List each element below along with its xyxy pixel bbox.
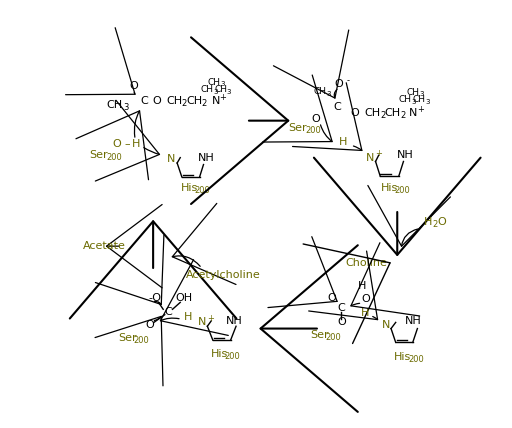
Text: CH: CH [166,96,182,107]
Text: His: His [394,352,411,362]
Text: +: + [375,149,382,158]
Text: CH: CH [208,77,221,86]
Text: -O: -O [149,293,162,303]
Text: H: H [358,281,367,291]
Text: OH: OH [176,293,193,303]
Text: 2: 2 [433,220,438,229]
Text: 200: 200 [306,126,322,135]
Text: N: N [212,96,220,107]
Text: C: C [337,303,345,313]
Text: NH: NH [397,150,413,160]
Text: 200: 200 [395,186,411,195]
Text: NH: NH [198,153,214,163]
Text: N: N [167,154,175,164]
Text: H: H [184,312,192,322]
Text: H: H [339,137,347,147]
Text: N: N [366,153,374,163]
Text: CH: CH [313,87,326,96]
Text: 200: 200 [326,333,342,342]
Text: O: O [153,96,161,107]
Text: –: – [125,139,131,149]
Text: H: H [424,217,433,227]
Text: Ser: Ser [90,150,108,160]
Text: His: His [181,184,198,193]
Text: CH: CH [406,88,419,97]
Text: N: N [381,320,390,330]
Text: O: O [337,318,346,327]
Text: His: His [210,349,228,359]
Text: O: O [362,294,371,304]
Text: O: O [130,81,138,91]
Text: +: + [219,93,226,102]
Text: C: C [140,96,147,107]
Text: C: C [165,306,173,317]
Text: +: + [417,104,424,113]
Text: 3: 3 [425,99,430,105]
Text: 2: 2 [181,99,187,108]
Text: CH: CH [385,108,401,118]
Text: 3: 3 [123,103,129,112]
Text: Ser: Ser [310,330,329,340]
Text: CH: CH [413,95,425,104]
Text: His: His [381,184,398,193]
Text: NH: NH [226,316,243,326]
Text: CH: CH [201,85,214,94]
Text: O: O [350,108,359,118]
Text: O: O [112,139,121,149]
Text: H: H [132,139,140,149]
Text: -: - [346,76,349,85]
Text: 2: 2 [380,111,385,120]
Text: Ser: Ser [289,123,307,134]
Text: NH: NH [404,316,421,326]
Text: O: O [327,293,336,303]
Text: CH: CH [214,85,227,94]
Text: 3: 3 [214,89,218,95]
Text: N: N [198,318,206,327]
Text: 200: 200 [106,153,122,162]
Text: Acetylcholine: Acetylcholine [185,270,260,279]
Text: Choline: Choline [345,258,387,268]
Text: O: O [311,114,320,124]
Text: C: C [333,102,340,112]
Text: O: O [335,79,344,89]
Text: H: H [360,308,369,318]
Text: +: + [207,314,214,323]
Text: 200: 200 [408,355,424,364]
Text: Ser: Ser [118,333,137,343]
Text: 3: 3 [327,91,331,97]
Text: CH: CH [365,108,380,118]
Text: O: O [438,217,446,227]
Text: CH: CH [186,96,202,107]
Text: 3: 3 [221,81,225,87]
Text: 200: 200 [195,186,210,195]
Text: 3: 3 [227,89,231,95]
Text: N: N [409,108,418,118]
Text: 2: 2 [202,99,207,108]
Text: 2: 2 [400,111,406,120]
Text: 3: 3 [411,99,416,105]
Text: 3: 3 [419,92,423,98]
Text: 200: 200 [224,352,240,361]
Text: Acetate: Acetate [83,241,126,251]
Text: 200: 200 [134,336,150,345]
Text: O: O [145,320,154,330]
Text: CH: CH [398,95,412,104]
Text: CH: CH [106,100,122,110]
